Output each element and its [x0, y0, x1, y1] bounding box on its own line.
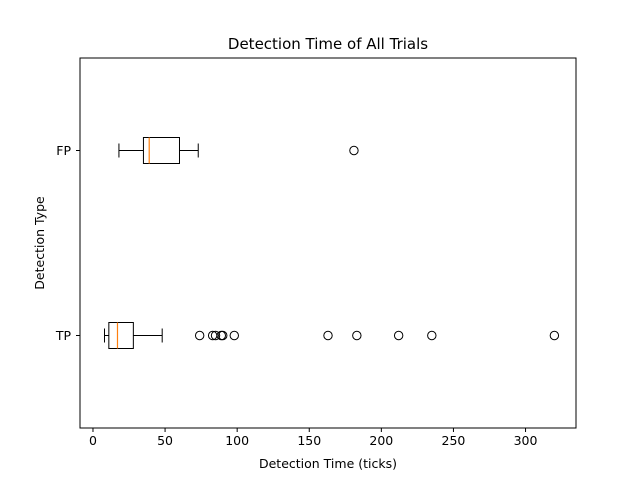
- outlier-point: [549, 330, 560, 341]
- box: [142, 137, 180, 164]
- outlier-point: [427, 330, 437, 341]
- outlier-point: [194, 330, 205, 341]
- outlier-point: [229, 330, 239, 341]
- x-axis-label: Detection Time (ticks): [259, 456, 397, 471]
- x-tick-label: 150: [297, 433, 321, 448]
- y-tick-label-fp: FP: [56, 143, 71, 158]
- outlier-point: [352, 330, 362, 341]
- outlier-point: [218, 330, 228, 341]
- x-tick-label: 0: [89, 433, 97, 448]
- x-tick-label: 300: [514, 433, 538, 448]
- box-group-fp: [118, 137, 359, 164]
- outlier-point: [210, 330, 221, 341]
- box: [108, 322, 134, 349]
- x-tick-label: 200: [369, 433, 393, 448]
- y-tick-label-tp: TP: [55, 328, 72, 343]
- chart-title: Detection Time of All Trials: [228, 35, 428, 53]
- axes-frame: [79, 57, 577, 429]
- x-tick-label: 250: [442, 433, 466, 448]
- outlier-point: [323, 330, 333, 341]
- x-tick-label: 100: [225, 433, 249, 448]
- outlier-point: [393, 330, 404, 341]
- outlier-point: [349, 145, 359, 156]
- x-tick-label: 50: [157, 433, 173, 448]
- y-axis-label: Detection Type: [32, 196, 47, 290]
- plot-area: 0 50 100 150 200 250 300 TP FP: [55, 137, 560, 448]
- box-group-tp: [104, 322, 560, 349]
